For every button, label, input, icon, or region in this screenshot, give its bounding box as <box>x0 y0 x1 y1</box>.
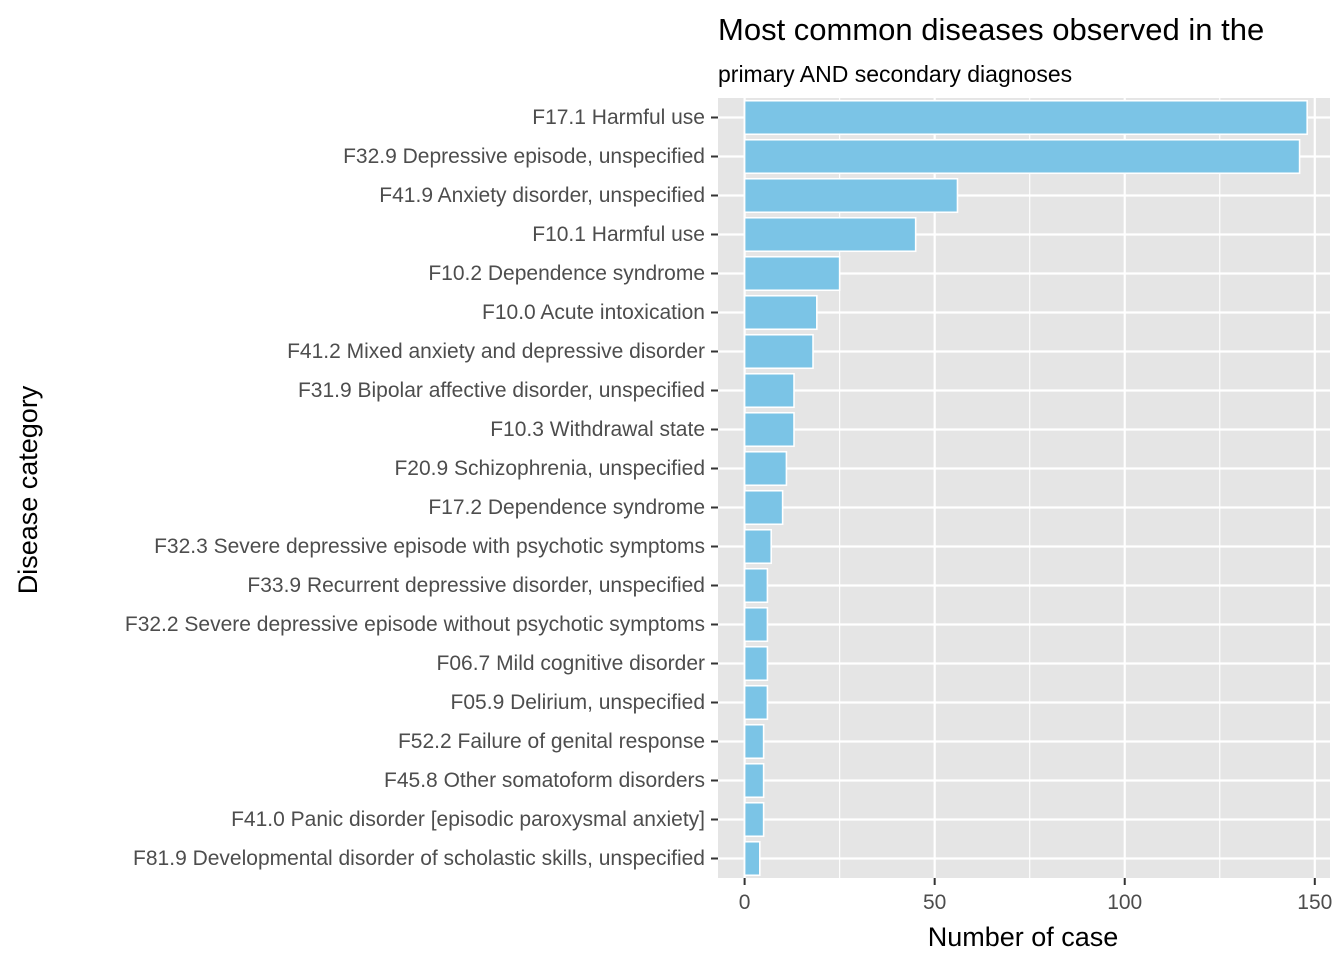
plot-panel: F17.1 Harmful use F32.9 Depressive episod… <box>125 98 1332 914</box>
y-tick-label: F41.9 Anxiety disorder, unspecified <box>379 184 705 207</box>
x-tick-label: 0 <box>739 891 751 914</box>
chart-title: Most common diseases observed in the <box>718 12 1264 47</box>
bar <box>743 99 1308 136</box>
bar <box>743 177 959 214</box>
y-tick-label: F10.3 Withdrawal state <box>490 418 705 441</box>
x-tick-label: 100 <box>1107 891 1142 914</box>
y-tick-label: F06.7 Mild cognitive disorder <box>437 652 705 675</box>
chart-subtitle: primary AND secondary diagnoses <box>718 61 1072 87</box>
y-tick-label: F31.9 Bipolar affective disorder, unspec… <box>298 379 705 402</box>
y-axis-title: Disease category <box>13 385 43 594</box>
bar <box>743 645 769 682</box>
bar <box>743 333 814 370</box>
bar <box>743 294 818 331</box>
y-tick-label: F81.9 Developmental disorder of scholast… <box>133 847 705 870</box>
y-tick-label: F10.1 Harmful use <box>532 223 705 246</box>
bar <box>743 450 788 487</box>
bar <box>743 567 769 604</box>
y-tick-label: F45.8 Other somatoform disorders <box>384 769 705 792</box>
bar <box>743 684 769 721</box>
x-axis-title: Number of case <box>928 922 1119 952</box>
y-tick-label: F32.3 Severe depressive episode with psy… <box>154 535 705 558</box>
panel-background <box>718 98 1330 878</box>
y-tick-label: F17.1 Harmful use <box>532 106 705 129</box>
x-tick-label: 150 <box>1297 891 1332 914</box>
y-tick-label: F52.2 Failure of genital response <box>398 730 705 753</box>
bar <box>743 411 795 448</box>
y-tick-label: F41.0 Panic disorder [episodic paroxysma… <box>231 808 705 831</box>
bar <box>743 255 841 292</box>
bar <box>743 528 773 565</box>
y-tick-label: F41.2 Mixed anxiety and depressive disor… <box>287 340 705 363</box>
bar <box>743 723 765 760</box>
bar <box>743 372 795 409</box>
y-tick-label: F10.2 Dependence syndrome <box>428 262 705 285</box>
bar <box>743 606 769 643</box>
bar <box>743 762 765 799</box>
x-tick-label: 50 <box>923 891 946 914</box>
y-tick-label: F20.9 Schizophrenia, unspecified <box>394 457 705 480</box>
bar <box>743 138 1301 175</box>
bar <box>743 801 765 838</box>
y-tick-label: F05.9 Delirium, unspecified <box>451 691 705 714</box>
y-tick-label: F17.2 Dependence syndrome <box>428 496 705 519</box>
bar <box>743 216 917 253</box>
y-tick-label: F33.9 Recurrent depressive disorder, uns… <box>247 574 705 597</box>
y-tick-label: F10.0 Acute intoxication <box>482 301 705 324</box>
y-tick-label: F32.9 Depressive episode, unspecified <box>343 145 705 168</box>
bar <box>743 840 761 877</box>
bar <box>743 489 784 526</box>
y-tick-label: F32.2 Severe depressive episode without … <box>125 613 705 636</box>
